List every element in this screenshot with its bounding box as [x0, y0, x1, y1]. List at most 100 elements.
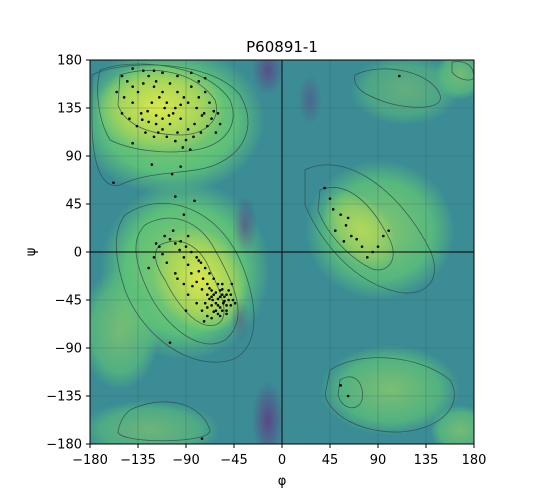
- scatter-point: [214, 301, 218, 305]
- y-axis-ticks: −180 −135 −90 −45 0 45 90 135 180: [46, 54, 90, 453]
- scatter-point: [214, 309, 218, 312]
- scatter-point: [216, 312, 220, 316]
- scatter-point: [344, 224, 348, 227]
- x-tick-label: 0: [278, 453, 286, 468]
- scatter-point: [174, 242, 177, 245]
- scatter-point: [197, 259, 201, 262]
- scatter-point: [115, 90, 118, 94]
- scatter-point: [182, 213, 186, 216]
- scatter-point: [376, 245, 380, 248]
- y-tick-label: −135: [46, 390, 82, 405]
- scatter-point: [208, 101, 211, 104]
- scatter-point: [163, 106, 166, 110]
- scatter-point: [212, 277, 216, 280]
- scatter-point: [131, 67, 134, 70]
- scatter-point: [197, 269, 201, 273]
- x-tick-label: 135: [414, 453, 439, 468]
- scatter-point: [203, 301, 207, 305]
- scatter-point: [186, 101, 190, 104]
- scatter-point: [210, 316, 213, 320]
- x-tick-label: 90: [370, 453, 387, 468]
- scatter-point: [126, 80, 129, 83]
- scatter-point: [212, 109, 216, 113]
- scatter-point: [178, 248, 181, 252]
- scatter-point: [222, 301, 225, 305]
- x-tick-label: 180: [462, 453, 487, 468]
- y-tick-label: −180: [46, 438, 82, 453]
- scatter-point: [339, 384, 342, 387]
- scatter-point: [170, 172, 174, 176]
- scatter-point: [214, 131, 218, 134]
- scatter-point: [212, 293, 216, 296]
- scatter-point: [190, 272, 193, 275]
- scatter-point: [360, 245, 364, 248]
- scatter-point: [387, 229, 390, 232]
- scatter-point: [152, 69, 156, 72]
- scatter-point: [216, 304, 220, 307]
- scatter-point: [150, 163, 154, 166]
- scatter-point: [199, 131, 203, 134]
- scatter-point: [171, 112, 175, 115]
- scatter-point: [350, 234, 353, 238]
- scatter-point: [120, 74, 124, 78]
- scatter-point: [200, 114, 204, 117]
- scatter-point: [131, 141, 134, 145]
- scatter-point: [193, 199, 196, 203]
- scatter-point: [181, 146, 185, 149]
- y-tick-label: −90: [55, 342, 82, 357]
- x-axis-ticks: −180 −135 −90 −45 0 45 90 135 180: [72, 444, 486, 468]
- scatter-point: [225, 304, 228, 307]
- scatter-point: [168, 122, 172, 126]
- scatter-point: [152, 85, 156, 88]
- scatter-point: [216, 112, 220, 115]
- scatter-point: [184, 138, 188, 142]
- scatter-point: [195, 106, 198, 110]
- scatter-point: [139, 112, 143, 115]
- y-tick-label: 135: [57, 102, 82, 117]
- scatter-point: [147, 120, 150, 124]
- scatter-point: [197, 96, 201, 99]
- y-tick-label: 0: [74, 246, 82, 261]
- scatter-point: [212, 310, 216, 314]
- x-tick-label: −135: [120, 453, 156, 468]
- y-tick-label: 90: [65, 150, 82, 165]
- scatter-point: [146, 109, 149, 113]
- scatter-point: [144, 131, 147, 134]
- scatter-point: [208, 297, 211, 301]
- scatter-point: [150, 101, 154, 104]
- chart-title: P60891-1: [246, 38, 318, 56]
- scatter-point: [200, 437, 204, 440]
- scatter-point: [206, 293, 209, 296]
- y-axis-label: ψ: [24, 248, 39, 257]
- scatter-point: [192, 135, 195, 139]
- scatter-point: [179, 117, 182, 120]
- scatter-point: [161, 90, 164, 94]
- scatter-point: [334, 229, 337, 232]
- scatter-point: [176, 74, 179, 78]
- scatter-point: [225, 293, 228, 296]
- scatter-point: [210, 289, 213, 292]
- x-axis-label: φ: [278, 474, 287, 489]
- scatter-point: [174, 272, 177, 275]
- scatter-point: [323, 186, 326, 190]
- scatter-point: [225, 309, 228, 312]
- scatter-point: [186, 293, 190, 296]
- scatter-point: [220, 282, 224, 286]
- scatter-point: [165, 101, 169, 104]
- scatter-point: [182, 282, 186, 286]
- scatter-point: [168, 341, 172, 344]
- scatter-point: [179, 165, 182, 168]
- scatter-point: [355, 237, 358, 241]
- scatter-point: [202, 112, 206, 115]
- scatter-point: [206, 282, 209, 286]
- scatter-point: [176, 131, 179, 134]
- scatter-point: [382, 234, 385, 238]
- scatter-point: [346, 394, 350, 398]
- scatter-point: [210, 304, 213, 307]
- scatter-point: [210, 117, 213, 120]
- scatter-point: [220, 309, 224, 312]
- scatter-point: [186, 128, 190, 131]
- scatter-point: [163, 234, 166, 238]
- scatter-point: [142, 69, 145, 72]
